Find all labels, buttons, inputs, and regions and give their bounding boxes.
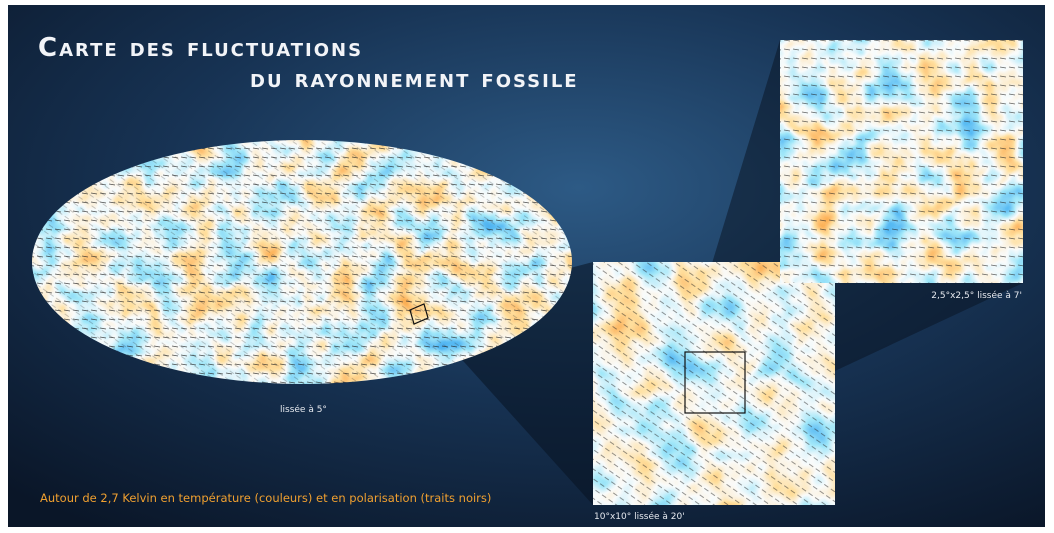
sky-map <box>32 140 572 384</box>
zoom-box <box>409 303 429 325</box>
caption: 2,5°x2,5° lissée à 7' <box>931 290 1022 301</box>
title-line: Carte des fluctuations <box>38 33 363 63</box>
caption: 10°x10° lissée à 20' <box>594 511 685 522</box>
small-zoom <box>780 40 1023 283</box>
zoom-box <box>684 351 746 414</box>
medium-zoom <box>593 262 835 505</box>
footnote: Autour de 2,7 Kelvin en température (cou… <box>40 491 491 505</box>
title-line: du rayonnement fossile <box>250 64 579 94</box>
caption: lissée à 5° <box>280 404 327 415</box>
